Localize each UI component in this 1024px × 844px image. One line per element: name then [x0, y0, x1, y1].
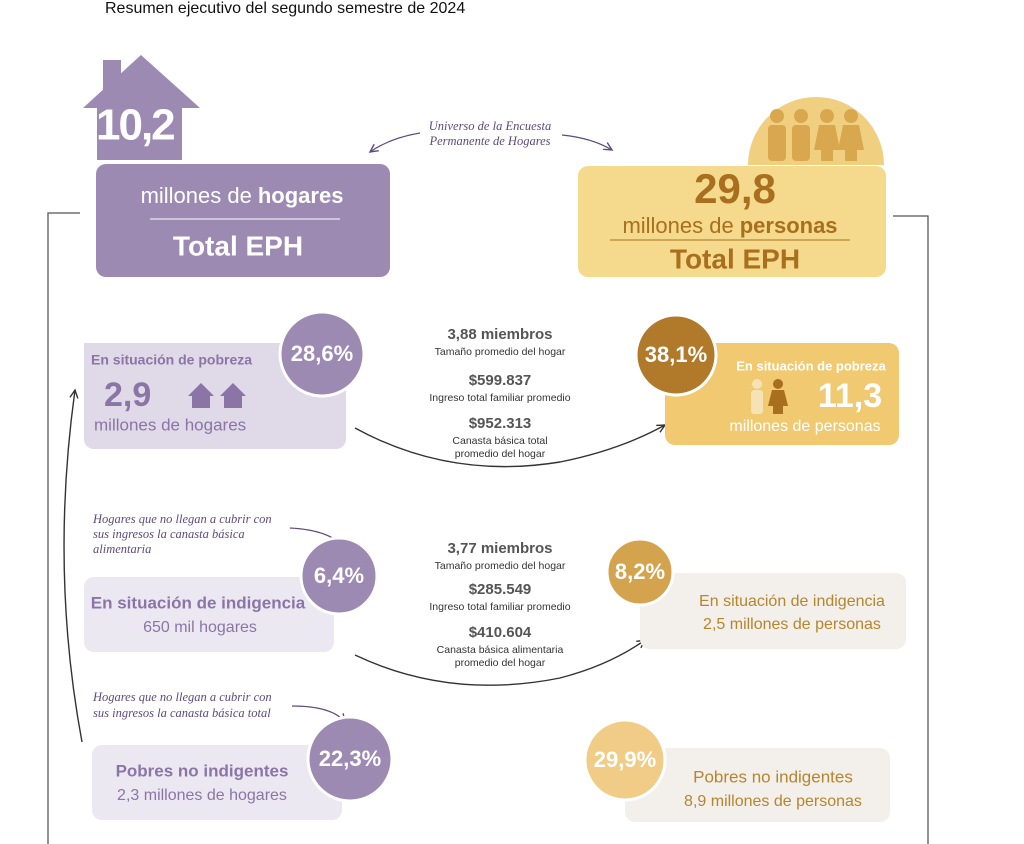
persons-total-value: 29,8	[694, 165, 776, 212]
persons-total: 29,8 millones de personas Total EPH	[578, 97, 886, 277]
arrow	[63, 390, 83, 743]
box	[84, 343, 346, 449]
stat-value: 3,77 miembros	[447, 540, 552, 557]
stat-value: $952.313	[469, 415, 532, 432]
count: 2,5 millones de personas	[703, 616, 881, 633]
percent: 22,3%	[319, 746, 381, 771]
box	[640, 573, 906, 649]
bracket-right	[893, 215, 929, 844]
indigence-persons: 8,2% En situación de indigencia 2,5 mill…	[605, 537, 906, 649]
box	[625, 748, 890, 822]
count: 11,3	[818, 377, 882, 415]
label: En situación de pobreza	[91, 352, 252, 368]
people-icons	[751, 379, 788, 414]
stat-label: promedio del hogar	[455, 657, 546, 669]
people-icons	[768, 109, 864, 161]
stat-label: promedio del hogar	[455, 448, 546, 460]
households-unit: millones de hogares	[141, 183, 344, 208]
arrow	[354, 640, 645, 686]
stat-value: $285.549	[469, 581, 532, 598]
poverty-households: En situación de pobreza 2,9 millones de …	[84, 310, 366, 449]
house-shape	[83, 55, 200, 160]
label: Pobres no indigentes	[693, 767, 853, 786]
percent-circle	[299, 536, 379, 616]
label: En situación de indigencia	[91, 593, 306, 612]
percent-circle	[278, 310, 366, 398]
persons-box	[578, 166, 886, 277]
percent-circle	[306, 715, 394, 803]
box	[84, 577, 334, 652]
label: En situación de pobreza	[736, 358, 886, 373]
unit-bold: personas	[740, 213, 838, 238]
stat-value: 3,88 miembros	[447, 326, 552, 343]
header-title: Resumen ejecutivo del segundo semestre d…	[105, 0, 465, 17]
indigence-households: En situación de indigencia 650 mil hogar…	[84, 536, 379, 652]
note: sus ingresos la canasta básica	[93, 527, 245, 541]
percent: 38,1%	[645, 342, 707, 367]
universe-label: Permanente de Hogares	[428, 134, 550, 148]
house-icons	[188, 383, 246, 408]
count: 2,3 millones de hogares	[117, 787, 287, 804]
note: Hogares que no llegan a cubrir con	[92, 690, 272, 704]
unit-text: millones de	[622, 213, 733, 238]
arrow	[561, 134, 612, 150]
persons-caption: Total EPH	[670, 243, 800, 274]
label: En situación de indigencia	[699, 593, 885, 610]
unit: millones de hogares	[94, 415, 246, 434]
unit-bold: hogares	[258, 183, 344, 208]
stat-label: Ingreso total familiar promedio	[429, 392, 570, 404]
households-caption: Total EPH	[173, 230, 303, 261]
poverty-persons: 38,1% En situación de pobreza 11,3 millo…	[634, 313, 899, 445]
chimney	[103, 60, 121, 90]
stat-value: $599.837	[469, 372, 532, 389]
percent: 28,6%	[291, 341, 353, 366]
count: 8,9 millones de personas	[684, 793, 862, 810]
non-indigent-persons: 29,9% Pobres no indigentes 8,9 millones …	[583, 718, 890, 822]
indigence-stats: 3,77 miembros Tamaño promedio del hogar …	[429, 540, 570, 669]
box	[92, 745, 342, 820]
percent: 8,2%	[615, 559, 665, 584]
poverty-stats: 3,88 miembros Tamaño promedio del hogar …	[429, 326, 570, 460]
note: alimentaria	[93, 542, 151, 556]
stat-label: Tamaño promedio del hogar	[435, 346, 566, 358]
count: 2,9	[104, 376, 151, 414]
percent-circle	[605, 537, 675, 607]
percent: 6,4%	[314, 563, 364, 588]
households-total-value: 10,2	[96, 101, 174, 150]
note: sus ingresos la canasta básica total	[93, 706, 271, 720]
arrow	[370, 132, 421, 152]
count: 650 mil hogares	[143, 619, 257, 636]
stat-label: Tamaño promedio del hogar	[435, 560, 566, 572]
persons-unit: millones de personas	[622, 213, 837, 238]
unit: millones de personas	[729, 418, 880, 435]
non-indigent-households: Pobres no indigentes 2,3 millones de hog…	[92, 715, 394, 820]
percent: 29,9%	[594, 747, 656, 772]
percent-circle	[583, 718, 667, 802]
bracket-left	[47, 212, 80, 844]
stat-label: Canasta básica alimentaria	[437, 644, 564, 656]
households-box	[96, 164, 390, 277]
stat-label: Ingreso total familiar promedio	[429, 601, 570, 613]
unit-text: millones de	[141, 183, 252, 208]
arrow	[354, 425, 665, 468]
universe-label: Universo de la Encuesta	[429, 119, 552, 133]
label: Pobres no indigentes	[116, 761, 289, 780]
percent-circle	[634, 313, 718, 397]
stat-label: Canasta básica total	[452, 435, 547, 447]
stat-value: $410.604	[469, 624, 532, 641]
households-total: 10,2 millones de hogares Total EPH	[83, 55, 390, 277]
note: Hogares que no llegan a cubrir con	[92, 512, 272, 526]
